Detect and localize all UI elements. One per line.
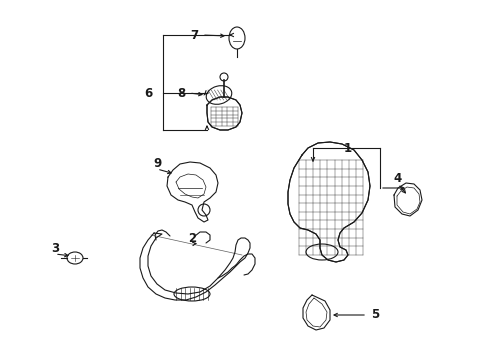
Text: 1: 1 — [343, 141, 351, 154]
Text: 9: 9 — [153, 157, 161, 170]
Text: 2: 2 — [187, 231, 196, 244]
Text: 4: 4 — [393, 171, 401, 185]
Text: 7: 7 — [189, 28, 198, 41]
Text: 5: 5 — [370, 309, 378, 321]
Text: 3: 3 — [51, 242, 59, 255]
Text: 6: 6 — [143, 86, 152, 99]
Text: 8: 8 — [177, 86, 185, 99]
